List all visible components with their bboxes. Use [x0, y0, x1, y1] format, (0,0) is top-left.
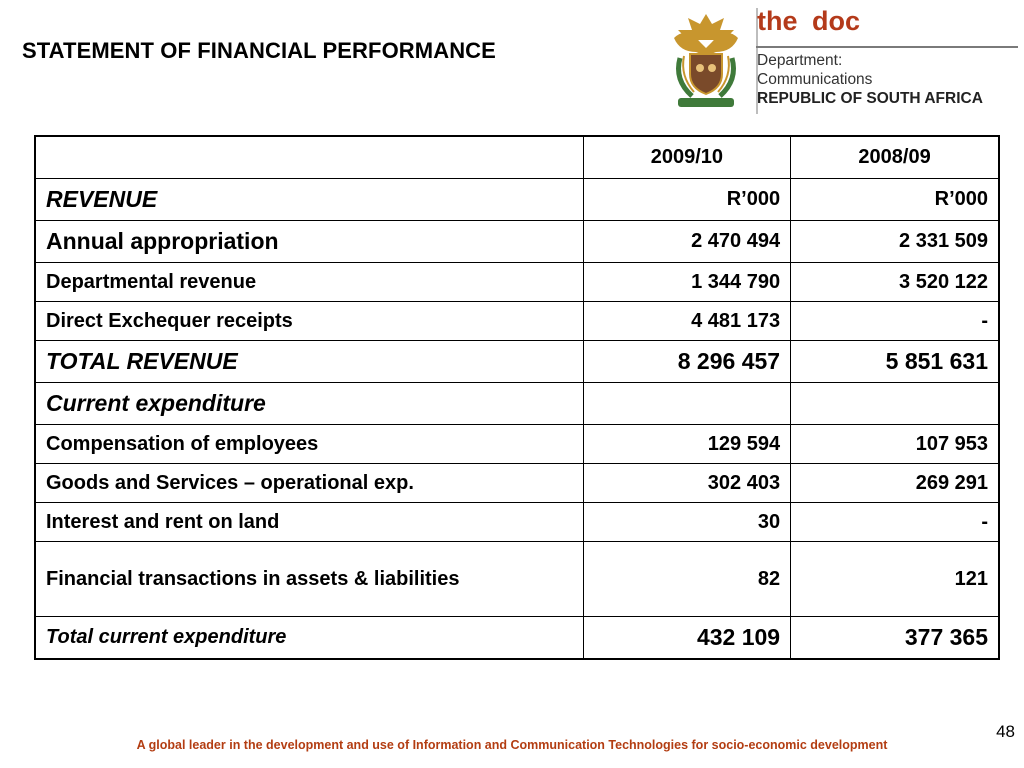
dept-line-2: Communications — [757, 71, 873, 88]
brand-rule — [756, 46, 1018, 48]
row-value-2008-09: 3 520 122 — [790, 262, 1000, 302]
table-row: Departmental revenue 1 344 790 3 520 122 — [34, 262, 1000, 302]
table-row: Direct Exchequer receipts 4 481 173 - — [34, 301, 1000, 341]
row-value-2009-10: R’000 — [582, 178, 792, 221]
row-value-2008-09: 2 331 509 — [790, 220, 1000, 263]
row-value-2008-09: 269 291 — [790, 463, 1000, 503]
header-label-cell — [34, 135, 584, 179]
row-label: TOTAL REVENUE — [34, 340, 584, 383]
row-label: Direct Exchequer receipts — [34, 301, 584, 341]
page-number: 48 — [996, 722, 1015, 741]
row-label: Financial transactions in assets & liabi… — [34, 541, 584, 617]
logo-divider — [756, 8, 758, 114]
row-value-2009-10: 30 — [582, 502, 792, 542]
row-value-2009-10: 2 470 494 — [582, 220, 792, 263]
row-label: Current expenditure — [34, 382, 584, 425]
table-row: Interest and rent on land 30 - — [34, 502, 1000, 542]
row-label: Goods and Services – operational exp. — [34, 463, 584, 503]
row-value-2009-10: 4 481 173 — [582, 301, 792, 341]
row-value-2008-09: - — [790, 301, 1000, 341]
row-label: Total current expenditure — [34, 616, 584, 660]
coat-of-arms-icon — [674, 14, 738, 107]
row-value-2009-10 — [582, 382, 792, 425]
country-name: REPUBLIC OF SOUTH AFRICA — [757, 90, 983, 107]
table-row: Goods and Services – operational exp. 30… — [34, 463, 1000, 503]
table-header-row: 2009/10 2008/09 — [34, 135, 1000, 179]
row-value-2008-09: R’000 — [790, 178, 1000, 221]
row-value-2009-10: 432 109 — [582, 616, 792, 660]
header-2008-09: 2008/09 — [790, 135, 1000, 179]
department-logo: the doc Department: Communications REPUB… — [664, 4, 1018, 114]
row-value-2008-09: 107 953 — [790, 424, 1000, 464]
row-label: REVENUE — [34, 178, 584, 221]
row-value-2009-10: 129 594 — [582, 424, 792, 464]
row-label: Annual appropriation — [34, 220, 584, 263]
header-2009-10: 2009/10 — [582, 135, 792, 179]
row-value-2009-10: 302 403 — [582, 463, 792, 503]
table-row: Current expenditure — [34, 382, 1000, 425]
slide-title: STATEMENT OF FINANCIAL PERFORMANCE — [22, 38, 496, 63]
row-label: Compensation of employees — [34, 424, 584, 464]
brand-the: the — [757, 6, 798, 36]
row-value-2009-10: 1 344 790 — [582, 262, 792, 302]
row-value-2008-09 — [790, 382, 1000, 425]
row-value-2009-10: 82 — [582, 541, 792, 617]
financial-performance-table: 2009/10 2008/09 REVENUE R’000 R’000 Annu… — [34, 135, 1000, 660]
footer-tagline: A global leader in the development and u… — [136, 738, 888, 752]
row-value-2008-09: 121 — [790, 541, 1000, 617]
table-row-total-revenue: TOTAL REVENUE 8 296 457 5 851 631 — [34, 340, 1000, 383]
row-value-2008-09: 5 851 631 — [790, 340, 1000, 383]
row-value-2009-10: 8 296 457 — [582, 340, 792, 383]
dept-line-1: Department: — [757, 52, 843, 69]
row-value-2008-09: - — [790, 502, 1000, 542]
brand-doc: doc — [812, 6, 861, 36]
table-row: Compensation of employees 129 594 107 95… — [34, 424, 1000, 464]
table-row: Annual appropriation 2 470 494 2 331 509 — [34, 220, 1000, 263]
table-row: REVENUE R’000 R’000 — [34, 178, 1000, 221]
table-row-total-expenditure: Total current expenditure 432 109 377 36… — [34, 616, 1000, 660]
row-label: Interest and rent on land — [34, 502, 584, 542]
row-label: Departmental revenue — [34, 262, 584, 302]
table-row: Financial transactions in assets & liabi… — [34, 541, 1000, 617]
row-value-2008-09: 377 365 — [790, 616, 1000, 660]
